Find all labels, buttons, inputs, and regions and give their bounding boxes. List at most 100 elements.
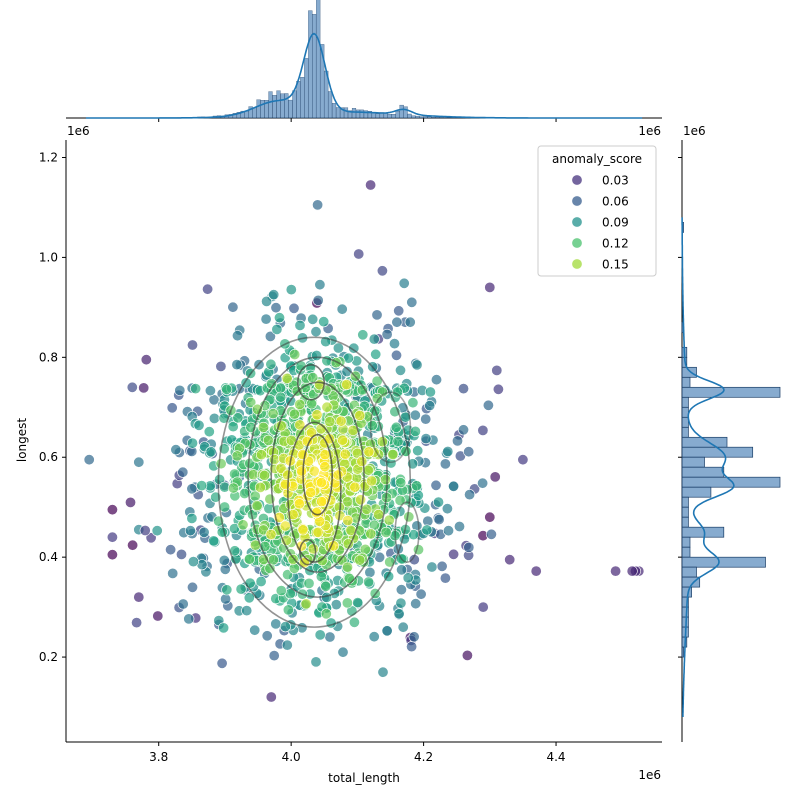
scatter-point	[424, 400, 436, 412]
x-tick-label: 4.4	[546, 750, 565, 764]
scatter-point	[357, 329, 369, 341]
scatter-point	[275, 585, 287, 597]
scatter-point	[187, 556, 199, 568]
scatter-point	[167, 567, 179, 579]
top-hist-bar	[280, 93, 285, 119]
scatter-point	[216, 657, 228, 669]
scatter-point	[421, 524, 433, 536]
right-hist-bar	[681, 516, 689, 528]
scatter-point	[610, 565, 622, 577]
scatter-point	[383, 514, 395, 526]
scatter-point	[439, 572, 451, 584]
scatter-point	[227, 482, 239, 494]
scatter-point	[208, 412, 220, 424]
x-tick-label: 3.8	[149, 750, 168, 764]
scatter-point	[320, 608, 332, 620]
scatter-point	[258, 469, 270, 481]
scatter-point	[245, 396, 257, 408]
scatter-point	[391, 316, 403, 328]
right-hist-bar	[681, 546, 691, 558]
scatter-point	[289, 348, 301, 360]
scatter-points	[83, 179, 645, 703]
scatter-point	[342, 496, 354, 508]
kde-contour	[394, 501, 420, 563]
scatter-point	[332, 469, 344, 481]
scatter-point	[380, 526, 392, 538]
scatter-point	[430, 479, 442, 491]
legend-box	[537, 145, 657, 277]
scatter-point	[349, 481, 361, 493]
scatter-point	[231, 359, 243, 371]
top-hist-bar	[328, 91, 333, 119]
kde-contour	[302, 433, 334, 516]
scatter-point	[394, 364, 406, 376]
scatter-point	[279, 621, 291, 633]
scatter-point	[436, 560, 448, 572]
top-hist-bar	[240, 110, 245, 119]
scatter-point	[106, 549, 118, 561]
scatter-point	[394, 494, 406, 506]
legend-marker	[571, 237, 583, 249]
scatter-point	[235, 583, 247, 595]
scatter-point	[198, 526, 210, 538]
scatter-point	[125, 496, 137, 508]
right-hist-bar	[681, 406, 689, 418]
right-hist-bar	[681, 556, 766, 568]
scatter-point	[218, 554, 230, 566]
y-tick-label: 0.4	[39, 550, 58, 564]
scatter-point	[243, 592, 255, 604]
scatter-point	[314, 279, 326, 291]
top-hist-bar	[332, 103, 337, 119]
scatter-point	[411, 480, 423, 492]
scatter-point	[126, 381, 138, 393]
scatter-point	[288, 408, 300, 420]
top-hist-bar	[343, 107, 349, 119]
scatter-point	[264, 330, 276, 342]
scatter-point	[319, 461, 331, 473]
scatter-point	[285, 284, 297, 296]
scatter-point	[364, 566, 376, 578]
scatter-point	[260, 313, 272, 325]
scatter-point	[373, 508, 385, 520]
scatter-point	[492, 383, 504, 395]
scatter-point	[342, 514, 354, 526]
top-hist-bar	[292, 90, 297, 119]
top-hist-bar	[312, 14, 317, 119]
scatter-point	[341, 561, 353, 573]
scatter-point	[365, 528, 377, 540]
x-tick-label: 4.0	[282, 750, 301, 764]
scatter-point	[395, 597, 407, 609]
scatter-point	[294, 419, 306, 431]
scatter-point	[387, 448, 399, 460]
scatter-point	[177, 466, 189, 478]
scatter-point	[504, 554, 516, 566]
scatter-point	[396, 564, 408, 576]
scatter-point	[318, 316, 330, 328]
scatter-point	[244, 457, 256, 469]
scatter-point	[202, 283, 214, 295]
scatter-point	[268, 650, 280, 662]
scatter-point	[204, 385, 216, 397]
legend-marker	[571, 174, 583, 186]
scatter-point	[491, 364, 503, 376]
scatter-point	[353, 248, 365, 260]
scatter-point	[377, 666, 389, 678]
legend-label: 0.06	[602, 195, 629, 209]
top-hist-bar	[439, 117, 444, 119]
scatter-point	[363, 576, 375, 588]
scatter-point	[439, 458, 451, 470]
scatter-point	[484, 281, 496, 293]
top-hist-bar	[355, 109, 361, 119]
kde-contour	[287, 421, 342, 563]
scatter-point	[371, 392, 383, 404]
top-hist-bar	[272, 95, 277, 119]
scatter-point	[409, 409, 421, 421]
right-hist-bar	[681, 386, 781, 398]
scatter-point	[215, 360, 227, 372]
top-hist-bar	[391, 114, 396, 119]
scatter-point	[262, 434, 274, 446]
top-hist-bar	[288, 99, 293, 119]
scatter-point	[165, 544, 177, 556]
scatter-point	[268, 289, 280, 301]
right-hist-bar	[681, 496, 689, 508]
